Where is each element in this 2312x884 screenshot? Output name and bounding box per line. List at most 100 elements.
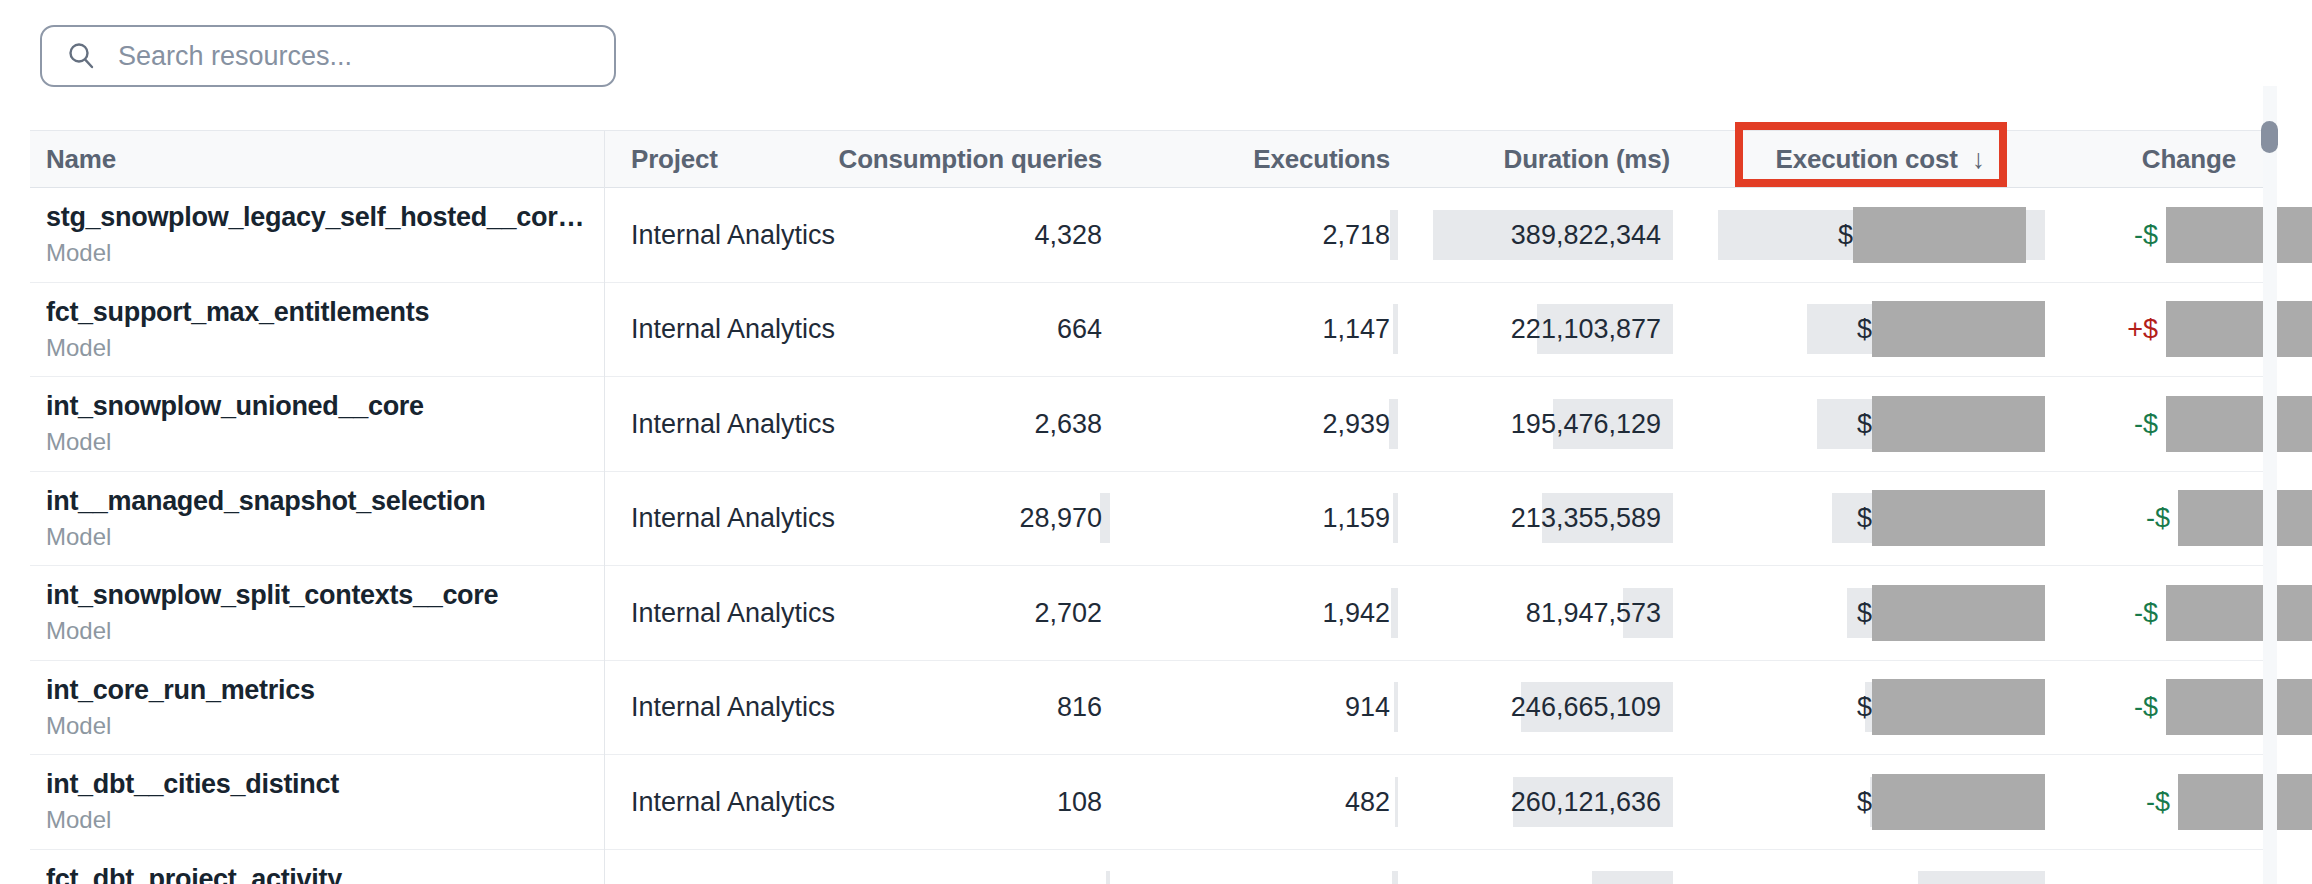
column-header-duration[interactable]: Duration (ms) <box>1504 144 1670 175</box>
executions-bar <box>1394 682 1398 732</box>
search-box[interactable] <box>40 25 616 87</box>
project-cell: Internal Analytics <box>631 408 835 439</box>
resource-type: Model <box>46 238 591 268</box>
execution-cost-bar <box>1918 871 2045 884</box>
consumption-queries-value: 28,970 <box>1019 503 1102 534</box>
change-prefix: -$ <box>2134 408 2158 439</box>
search-input[interactable] <box>116 40 602 73</box>
change-prefix: -$ <box>2134 692 2158 723</box>
executions-value: 2,939 <box>1322 408 1390 439</box>
execution-cost-redaction-block <box>1872 774 2045 830</box>
duration-value: 389,822,344 <box>1511 219 1661 250</box>
table-row[interactable]: int_snowplow_split_contexts__core Model … <box>30 566 2265 661</box>
change-prefix: -$ <box>2134 219 2158 250</box>
table-row[interactable]: fct_support_max_entitlements Model Inter… <box>30 283 2265 378</box>
table-row[interactable]: stg_snowplow_legacy_self_hosted__cor… Mo… <box>30 188 2265 283</box>
resource-name-cell[interactable]: int_dbt__cities_distinct Model <box>46 766 591 835</box>
resource-type: Model <box>46 522 591 552</box>
resource-name: fct_dbt_project_activity <box>46 861 591 884</box>
resource-name-cell[interactable]: stg_snowplow_legacy_self_hosted__cor… Mo… <box>46 199 591 268</box>
column-header-execution-cost[interactable]: Execution cost↓ <box>1776 144 1985 175</box>
table-row[interactable]: int_core_run_metrics Model Internal Anal… <box>30 661 2265 756</box>
executions-bar <box>1395 777 1398 827</box>
table-row[interactable]: int__managed_snapshot_selection Model In… <box>30 472 2265 567</box>
table-header-row: Name Project Consumption queries Executi… <box>30 131 2265 188</box>
execution-cost-prefix: $ <box>1838 219 1853 250</box>
name-column-divider <box>604 131 605 884</box>
sort-descending-icon: ↓ <box>1972 144 1985 174</box>
change-redaction-block <box>2166 585 2312 641</box>
resource-name: int_snowplow_unioned__core <box>46 388 591 424</box>
resource-name: int_dbt__cities_distinct <box>46 766 591 802</box>
column-header-name[interactable]: Name <box>46 144 116 175</box>
resource-type: Model <box>46 427 591 457</box>
execution-cost-prefix: $ <box>1857 692 1872 723</box>
resource-name: stg_snowplow_legacy_self_hosted__cor… <box>46 199 591 235</box>
resource-name-cell[interactable]: int_snowplow_unioned__core Model <box>46 388 591 457</box>
execution-cost-redaction-block <box>1853 207 2026 263</box>
resource-name-cell[interactable]: fct_dbt_project_activity <box>46 861 591 884</box>
resource-name-cell[interactable]: int_snowplow_split_contexts__core Model <box>46 577 591 646</box>
column-header-consumption-queries[interactable]: Consumption queries <box>839 144 1102 175</box>
duration-bar <box>1592 871 1673 884</box>
resource-type: Model <box>46 711 591 741</box>
executions-value: 1,159 <box>1322 503 1390 534</box>
consumption-queries-value: 816 <box>1057 692 1102 723</box>
change-redaction-block <box>2166 301 2312 357</box>
executions-value: 1,147 <box>1322 314 1390 345</box>
executions-bar <box>1389 399 1398 449</box>
scrollbar-thumb[interactable] <box>2261 121 2278 153</box>
change-prefix: -$ <box>2134 597 2158 628</box>
consumption-bar <box>1106 871 1110 884</box>
table-row[interactable]: int_snowplow_unioned__core Model Interna… <box>30 377 2265 472</box>
column-header-change[interactable]: Change <box>2142 144 2236 175</box>
change-prefix: -$ <box>2146 503 2170 534</box>
resource-type: Model <box>46 616 591 646</box>
consumption-queries-value: 2,702 <box>1034 597 1102 628</box>
executions-bar <box>1391 588 1398 638</box>
scrollbar-track[interactable] <box>2263 86 2277 884</box>
execution-cost-redaction-block <box>1872 679 2045 735</box>
executions-value: 482 <box>1345 786 1390 817</box>
resource-name: int_core_run_metrics <box>46 672 591 708</box>
execution-cost-redaction-block <box>1872 301 2045 357</box>
consumption-queries-value: 4,328 <box>1034 219 1102 250</box>
duration-value: 213,355,589 <box>1511 503 1661 534</box>
execution-cost-prefix: $ <box>1857 408 1872 439</box>
executions-value: 2,718 <box>1322 219 1390 250</box>
project-cell: Internal Analytics <box>631 597 835 628</box>
executions-value: 1,942 <box>1322 597 1390 628</box>
execution-cost-prefix: $ <box>1857 597 1872 628</box>
change-redaction-block <box>2166 207 2312 263</box>
duration-value: 81,947,573 <box>1526 597 1661 628</box>
execution-cost-prefix: $ <box>1857 786 1872 817</box>
table-row[interactable]: int_dbt__cities_distinct Model Internal … <box>30 755 2265 850</box>
executions-bar <box>1393 304 1398 354</box>
change-prefix: -$ <box>2146 786 2170 817</box>
resource-name-cell[interactable]: fct_support_max_entitlements Model <box>46 294 591 363</box>
consumption-queries-value: 664 <box>1057 314 1102 345</box>
resource-type: Model <box>46 333 591 363</box>
executions-bar <box>1393 493 1398 543</box>
execution-cost-redaction-block <box>1872 585 2045 641</box>
project-cell: Internal Analytics <box>631 786 835 817</box>
column-header-project[interactable]: Project <box>631 144 718 175</box>
execution-cost-prefix: $ <box>1857 314 1872 345</box>
duration-value: 246,665,109 <box>1511 692 1661 723</box>
project-cell: Internal Analytics <box>631 219 835 250</box>
duration-value: 195,476,129 <box>1511 408 1661 439</box>
column-header-executions[interactable]: Executions <box>1253 144 1390 175</box>
duration-value: 260,121,636 <box>1511 786 1661 817</box>
change-redaction-block <box>2178 490 2312 546</box>
project-cell: Internal Analytics <box>631 314 835 345</box>
change-prefix: +$ <box>2127 314 2158 345</box>
table-row[interactable]: fct_dbt_project_activity <box>30 850 2265 884</box>
duration-value: 221,103,877 <box>1511 314 1661 345</box>
change-redaction-block <box>2166 679 2312 735</box>
executions-bar <box>1390 210 1398 260</box>
change-redaction-block <box>2166 396 2312 452</box>
resource-name-cell[interactable]: int__managed_snapshot_selection Model <box>46 483 591 552</box>
resource-name-cell[interactable]: int_core_run_metrics Model <box>46 672 591 741</box>
resources-table: Name Project Consumption queries Executi… <box>30 130 2266 884</box>
consumption-queries-value: 2,638 <box>1034 408 1102 439</box>
